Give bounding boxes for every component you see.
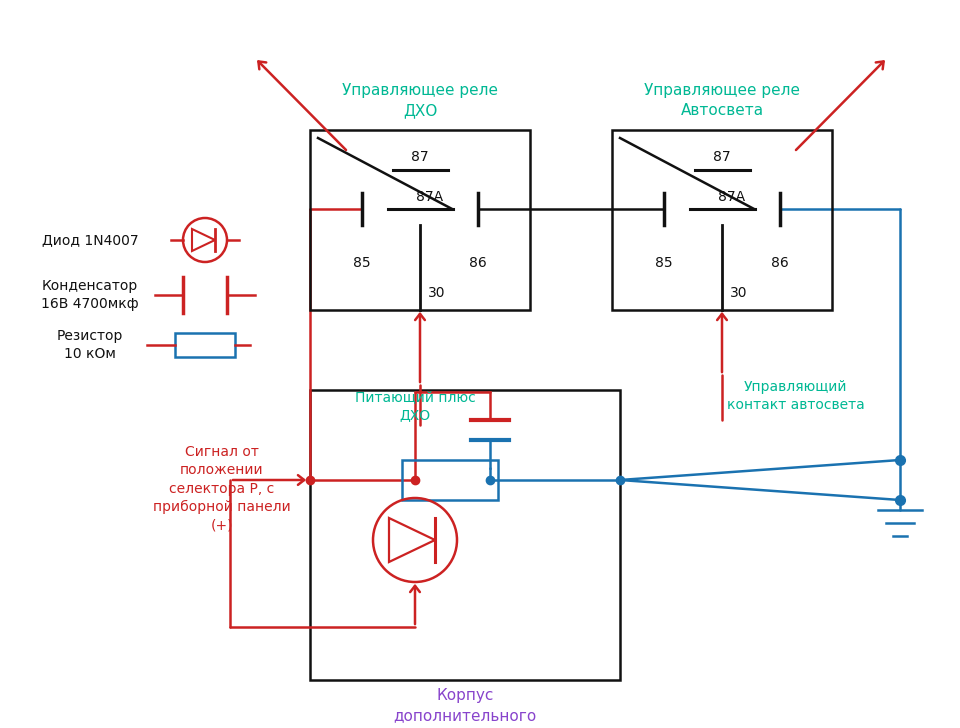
Text: Диод 1N4007: Диод 1N4007 (41, 233, 138, 247)
Text: Корпус
дополнительного
модуля: Корпус дополнительного модуля (394, 688, 537, 728)
Bar (310, 390, 620, 680)
Text: Управляющий
контакт автосвета: Управляющий контакт автосвета (727, 380, 865, 412)
Text: 87: 87 (411, 150, 429, 164)
Text: 85: 85 (655, 256, 673, 270)
Text: Питающий плюс
ДХО: Питающий плюс ДХО (354, 390, 475, 422)
Text: 30: 30 (428, 286, 445, 300)
Text: Управляющее реле
ДХО: Управляющее реле ДХО (342, 83, 498, 118)
Bar (402, 460, 498, 500)
Text: 87: 87 (713, 150, 731, 164)
Text: Резистор
10 кОм: Резистор 10 кОм (57, 329, 123, 360)
Bar (310, 130, 530, 310)
Text: 85: 85 (353, 256, 371, 270)
Text: Конденсатор
16В 4700мкф: Конденсатор 16В 4700мкф (41, 280, 139, 311)
Bar (612, 130, 832, 310)
Bar (175, 333, 235, 357)
Text: 87A: 87A (718, 190, 746, 204)
Text: 86: 86 (469, 256, 487, 270)
Text: Управляющее реле
Автосвета: Управляющее реле Автосвета (644, 83, 800, 118)
Text: 30: 30 (730, 286, 748, 300)
Text: 86: 86 (771, 256, 789, 270)
Text: Сигнал от
положении
селектора Р, с
приборной панели
(+): Сигнал от положении селектора Р, с прибо… (154, 445, 291, 533)
Text: 87A: 87A (417, 190, 444, 204)
